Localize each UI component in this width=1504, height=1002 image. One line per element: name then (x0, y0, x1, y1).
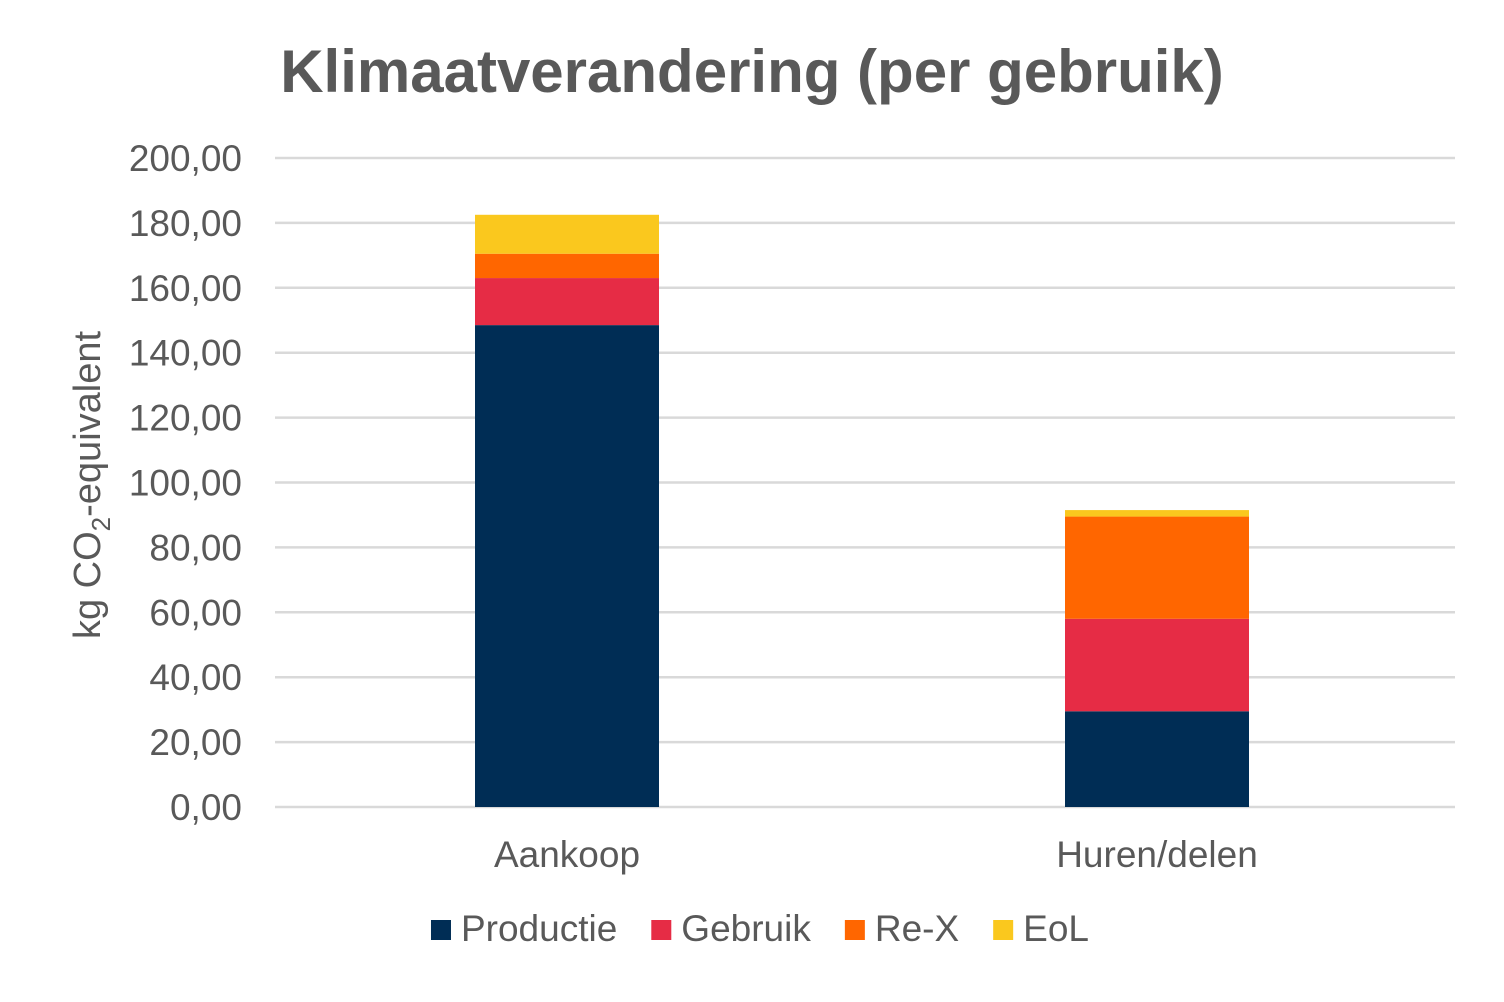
y-tick-label: 80,00 (149, 527, 242, 568)
y-axis-label-prefix: kg CO (67, 531, 109, 639)
y-tick-label: 200,00 (129, 138, 242, 179)
y-axis-ticks: 0,00 20,00 40,00 60,00 80,00 100,00 120,00 140,… (129, 138, 242, 828)
y-tick-label: 160,00 (129, 268, 242, 309)
gridlines (275, 156, 1455, 809)
y-tick-label: 20,00 (149, 722, 242, 763)
y-tick-label: 0,00 (170, 787, 242, 828)
y-tick-label: 120,00 (129, 398, 242, 439)
y-tick-label: 40,00 (149, 657, 242, 698)
bar-segment-eol (475, 214, 659, 254)
x-axis-ticks: Aankoop Huren/delen (494, 834, 1258, 875)
legend-swatch (993, 920, 1014, 940)
bar-segment-eol (1065, 510, 1249, 517)
y-tick-label: 100,00 (129, 463, 242, 504)
legend: Productie Gebruik Re-X EoL (430, 908, 1089, 949)
y-tick-label: 180,00 (129, 203, 242, 244)
bar-segment-re-x (1065, 516, 1249, 619)
y-tick-label: 60,00 (149, 592, 242, 633)
legend-swatch (430, 920, 451, 940)
y-axis-label: kg CO2-equivalent (67, 331, 116, 640)
legend-label: EoL (1023, 908, 1089, 949)
legend-label: Gebruik (681, 908, 811, 949)
legend-swatch (844, 920, 865, 940)
y-tick-label: 140,00 (129, 333, 242, 374)
legend-swatch (651, 920, 672, 940)
chart-title: Klimaatverandering (per gebruik) (280, 38, 1224, 105)
bar-segment-re-x (475, 253, 659, 279)
y-axis-label-suffix: -equivalent (67, 331, 109, 517)
bar-segment-gebruik (1065, 618, 1249, 712)
bar-segment-productie (475, 325, 659, 807)
legend-label: Re-X (875, 908, 959, 949)
legend-label: Productie (461, 908, 617, 949)
x-tick-label: Aankoop (494, 834, 640, 875)
x-tick-label: Huren/delen (1056, 834, 1258, 875)
bar-segment-productie (1065, 711, 1249, 807)
bar-segment-gebruik (475, 278, 659, 326)
y-axis-label-subscript: 2 (86, 517, 116, 531)
bars (475, 214, 1249, 807)
